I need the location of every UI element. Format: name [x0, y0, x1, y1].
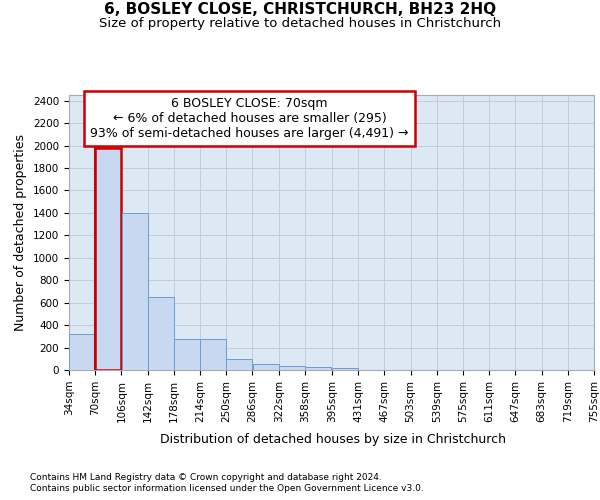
Text: 6, BOSLEY CLOSE, CHRISTCHURCH, BH23 2HQ: 6, BOSLEY CLOSE, CHRISTCHURCH, BH23 2HQ: [104, 2, 496, 18]
Bar: [332, 368, 358, 370]
Bar: [279, 366, 305, 370]
Text: 6 BOSLEY CLOSE: 70sqm
← 6% of detached houses are smaller (295)
93% of semi-deta: 6 BOSLEY CLOSE: 70sqm ← 6% of detached h…: [91, 97, 409, 140]
Text: Distribution of detached houses by size in Christchurch: Distribution of detached houses by size …: [160, 432, 506, 446]
Text: Contains public sector information licensed under the Open Government Licence v3: Contains public sector information licen…: [30, 484, 424, 493]
Bar: [148, 297, 174, 370]
Y-axis label: Number of detached properties: Number of detached properties: [14, 134, 28, 331]
Text: Size of property relative to detached houses in Christchurch: Size of property relative to detached ho…: [99, 18, 501, 30]
Bar: [200, 339, 226, 370]
Bar: [95, 148, 121, 370]
Bar: [122, 213, 148, 370]
Bar: [174, 339, 200, 370]
Bar: [226, 359, 253, 370]
Bar: [69, 334, 95, 370]
Text: Contains HM Land Registry data © Crown copyright and database right 2024.: Contains HM Land Registry data © Crown c…: [30, 472, 382, 482]
Bar: [253, 364, 278, 370]
Bar: [305, 367, 331, 370]
